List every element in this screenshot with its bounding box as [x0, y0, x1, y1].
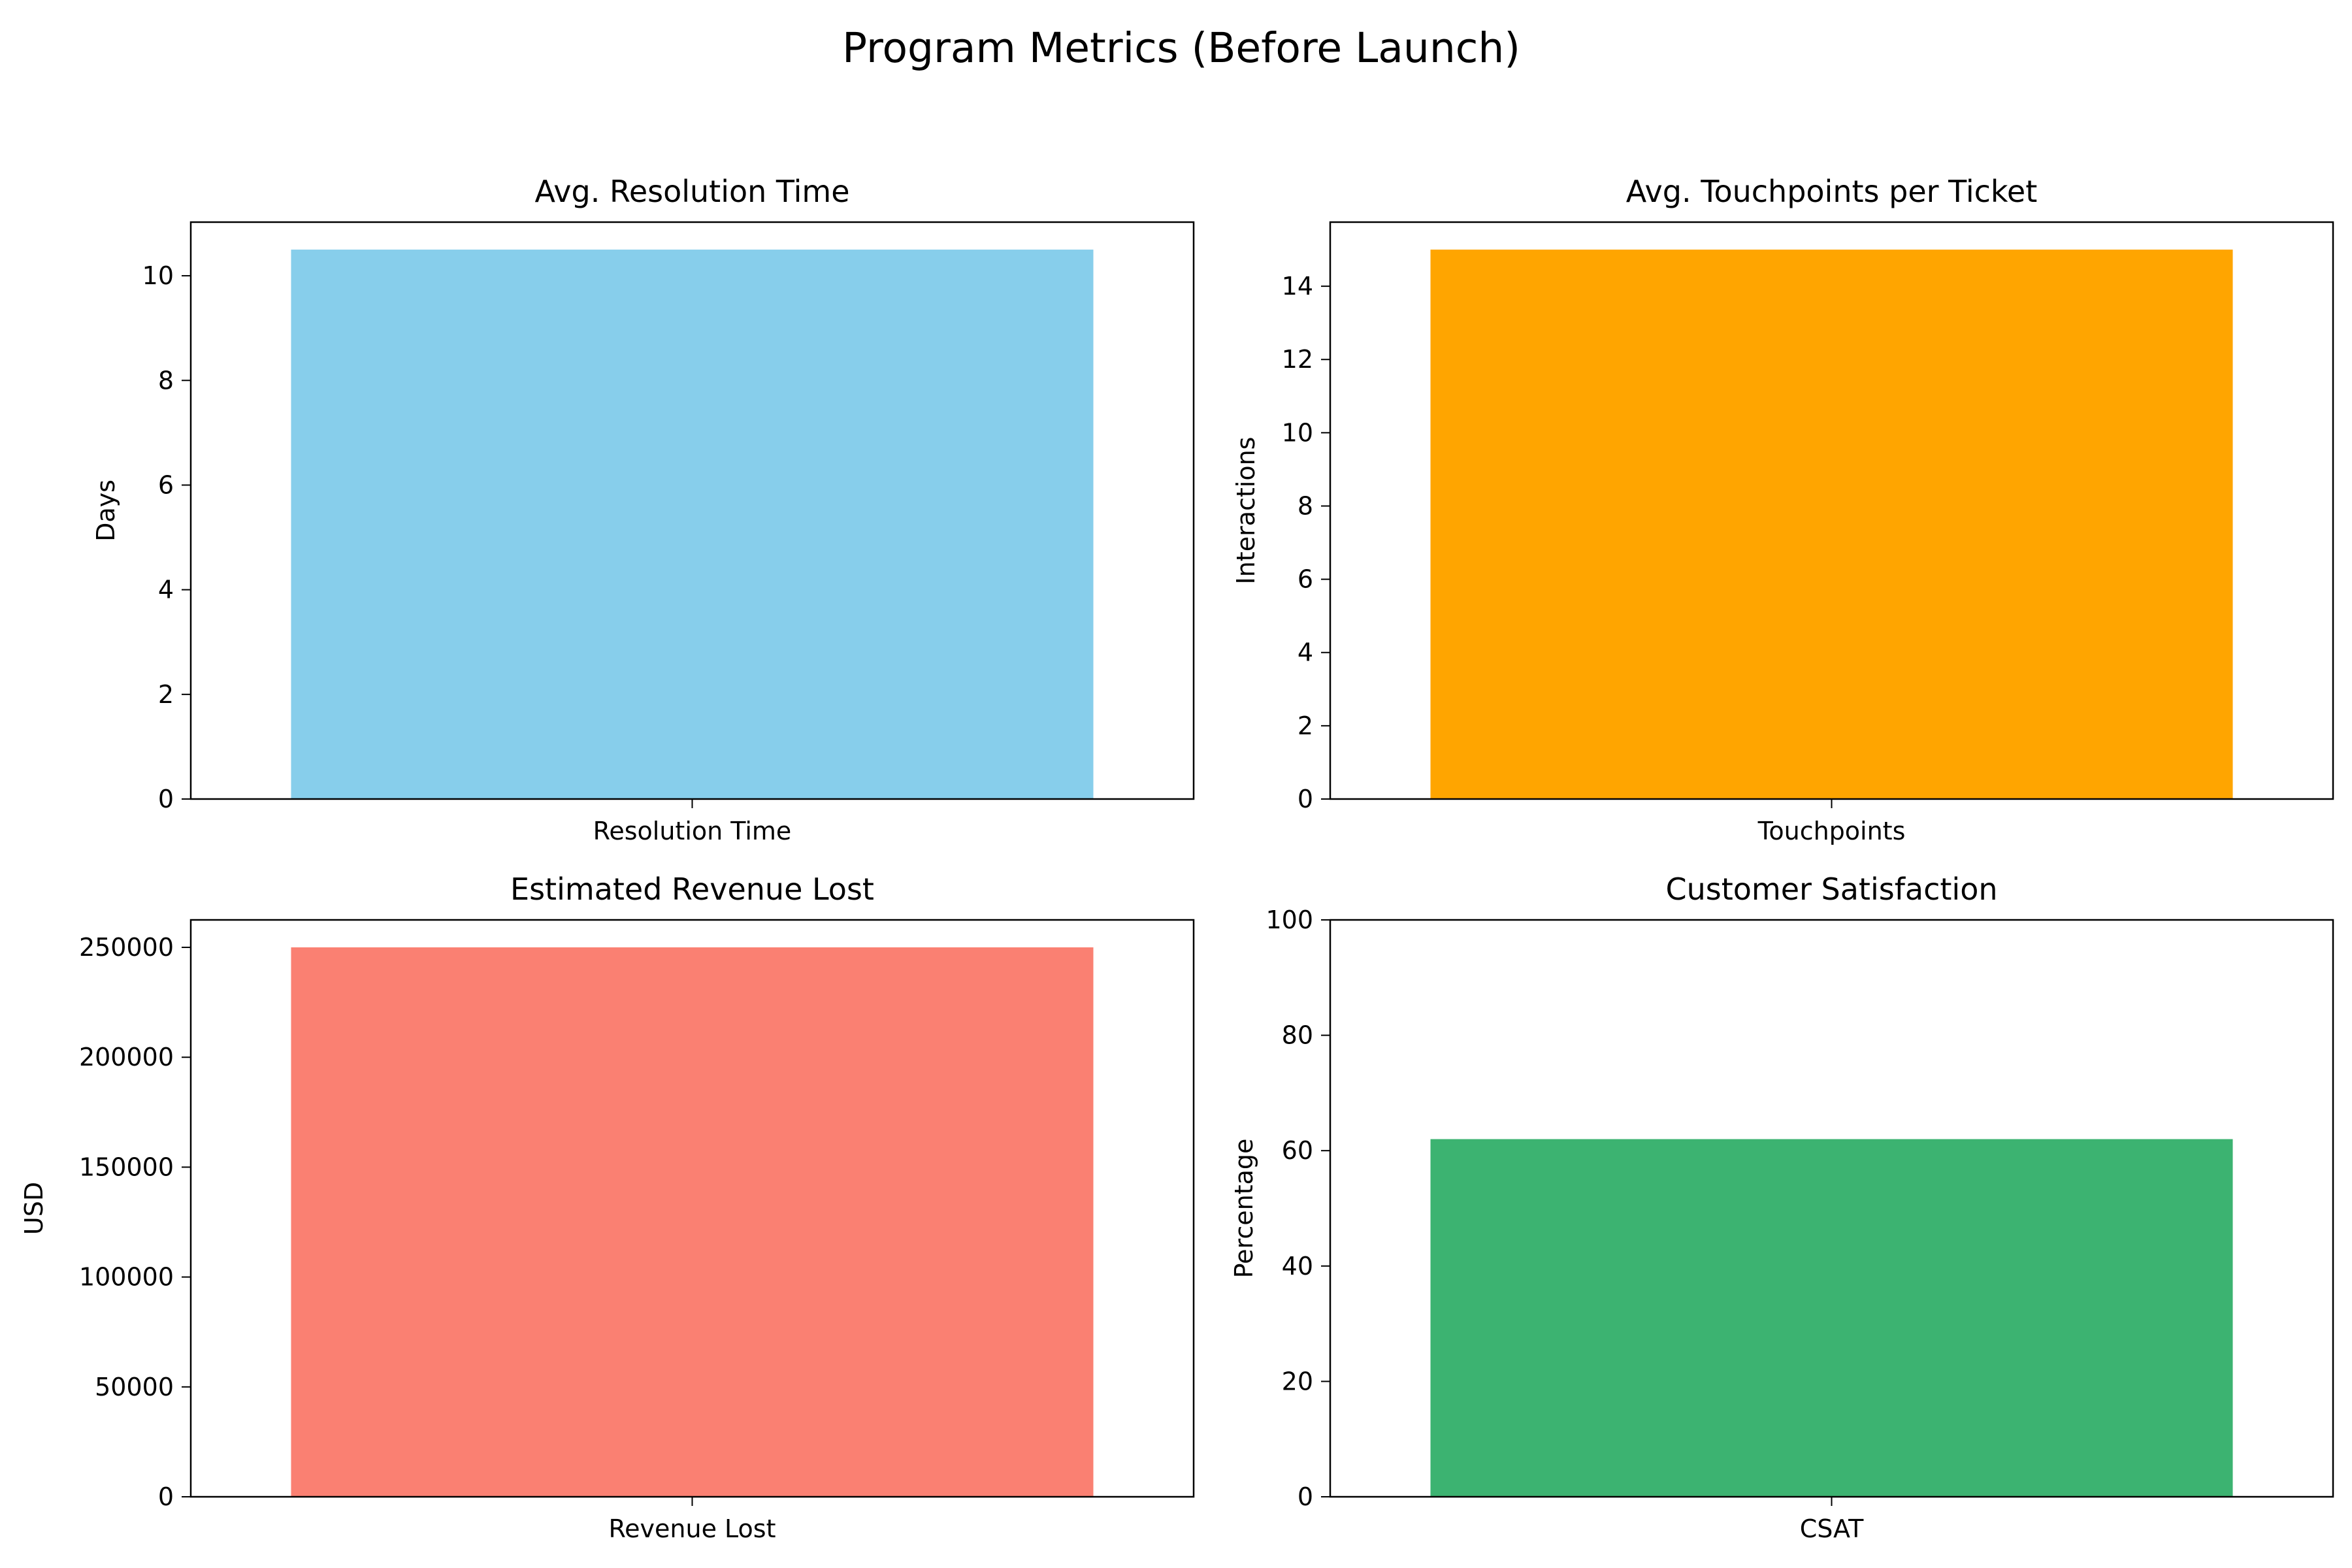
y-tick-label: 0	[1298, 785, 1313, 813]
axes-frame	[1329, 919, 2334, 1498]
y-tick-label: 100	[1266, 906, 1313, 934]
y-tick-label: 250000	[79, 933, 174, 962]
bar-touchpoints	[1430, 250, 2233, 799]
y-axis-label: Interactions	[1232, 437, 1260, 585]
y-tick-label: 6	[158, 470, 174, 499]
figure-title: Program Metrics (Before Launch)	[842, 24, 1520, 72]
axes-frame	[189, 221, 1195, 800]
y-tick-label: 4	[1298, 638, 1313, 667]
y-tick-label: 0	[1298, 1482, 1313, 1511]
y-tick-label: 8	[158, 366, 174, 395]
subplot-4: CSAT 0 20 40 60 80 100 Customer Satisfaction Per…	[1230, 872, 2334, 1543]
y-tick-label: 4	[158, 576, 174, 604]
y-tick-label: 60	[1282, 1136, 1313, 1165]
y-tick-label: 50000	[95, 1373, 174, 1401]
bar-revenue-lost	[291, 947, 1094, 1497]
y-axis-label: Percentage	[1230, 1139, 1258, 1279]
subplot-2: Touchpoints 0 2 4 6 8 10 12 14 Avg. Touchpoints p…	[1232, 174, 2334, 845]
y-tick-label: 6	[1298, 565, 1313, 594]
y-tick-label: 10	[1282, 418, 1313, 447]
y-tick-label: 2	[158, 680, 174, 709]
y-tick-label: 8	[1298, 491, 1313, 520]
subplot-3: Revenue Lost 0 50000 100000 150000 200000 2500…	[20, 872, 1195, 1543]
axes-frame	[1329, 221, 2334, 800]
y-tick-label: 200000	[79, 1043, 174, 1071]
subplot-title: Avg. Touchpoints per Ticket	[1626, 174, 2038, 209]
bar-csat	[1430, 1139, 2233, 1497]
subplot-title: Avg. Resolution Time	[535, 174, 850, 209]
y-tick-label: 20	[1282, 1367, 1313, 1396]
y-axis-label: USD	[20, 1182, 48, 1235]
y-axis-label: Days	[91, 480, 120, 542]
y-tick-label: 40	[1282, 1252, 1313, 1281]
y-tick-label: 100000	[79, 1263, 174, 1292]
axes-frame	[189, 919, 1195, 1498]
subplot-1: Resolution Time 0 2 4 6 8 10 Avg. Resolution Ti…	[91, 174, 1195, 845]
subplot-title: Customer Satisfaction	[1665, 872, 1997, 907]
bar-resolution-time	[291, 250, 1094, 799]
y-tick-label: 12	[1282, 345, 1313, 374]
x-tick-label: Resolution Time	[593, 817, 792, 845]
x-tick-label: Touchpoints	[1757, 817, 1906, 845]
y-tick-label: 10	[142, 261, 174, 290]
charts-grid: Resolution Time 0 2 4 6 8 10 Avg. Resolution Ti…	[20, 174, 2334, 1543]
y-tick-label: 150000	[79, 1152, 174, 1181]
y-tick-label: 0	[158, 785, 174, 813]
subplot-title: Estimated Revenue Lost	[510, 872, 874, 907]
y-tick-label: 2	[1298, 711, 1313, 740]
x-tick-label: Revenue Lost	[608, 1514, 776, 1543]
y-tick-label: 0	[158, 1482, 174, 1511]
y-tick-label: 14	[1282, 272, 1313, 301]
y-tick-label: 80	[1282, 1021, 1313, 1050]
x-tick-label: CSAT	[1800, 1514, 1864, 1543]
